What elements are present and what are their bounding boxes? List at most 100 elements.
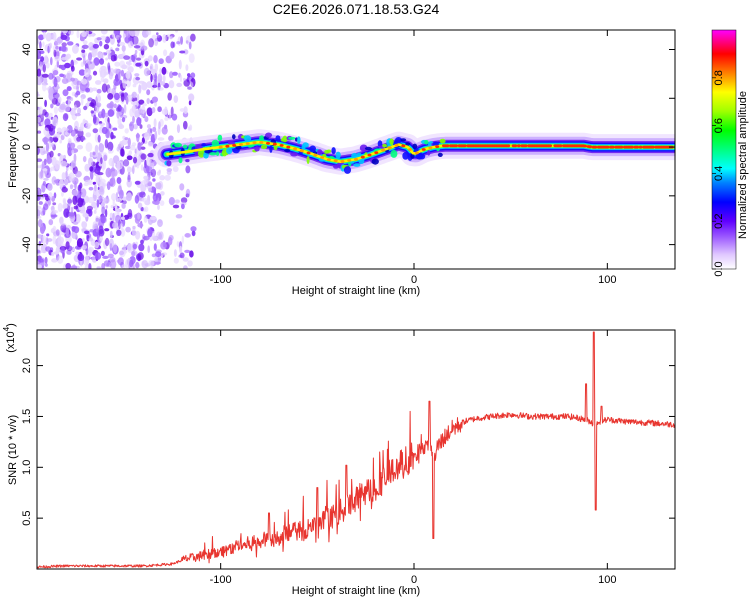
noise-speckle xyxy=(77,253,85,262)
noise-speckle xyxy=(167,237,173,246)
noise-speckle xyxy=(146,107,153,117)
ridge-core-dot xyxy=(414,151,419,155)
noise-speckle xyxy=(173,257,179,264)
noise-speckle xyxy=(114,61,121,67)
noise-speckle xyxy=(88,237,93,242)
noise-speckle xyxy=(148,38,155,48)
noise-speckle xyxy=(138,109,143,116)
snr-ylabel: SNR (10 * v/v) xyxy=(7,415,19,485)
noise-speckle xyxy=(104,237,110,247)
noise-speckle xyxy=(45,246,52,252)
ridge-core-dot xyxy=(387,146,392,150)
noise-speckle xyxy=(48,87,54,96)
ridge-blob xyxy=(400,138,407,142)
noise-speckle xyxy=(134,49,138,55)
noise-speckle xyxy=(67,142,71,151)
noise-speckle xyxy=(100,201,105,207)
noise-speckle xyxy=(59,139,62,144)
noise-speckle xyxy=(61,78,69,84)
noise-speckle xyxy=(125,71,131,79)
ridge-core-dot xyxy=(610,145,615,149)
noise-speckle xyxy=(44,118,51,127)
ridge-blob xyxy=(232,134,236,140)
noise-speckle xyxy=(157,73,163,83)
ridge-blob xyxy=(424,140,429,145)
noise-speckle xyxy=(39,41,42,50)
noise-speckle xyxy=(94,48,98,56)
noise-speckle xyxy=(124,128,129,134)
noise-speckle xyxy=(164,174,171,181)
noise-speckle xyxy=(106,103,114,109)
colorbar-label: Normalized spectral amplitude xyxy=(737,91,749,239)
noise-speckle xyxy=(50,166,55,171)
noise-speckle xyxy=(95,228,99,233)
noise-speckle xyxy=(120,216,125,220)
noise-speckle xyxy=(178,59,182,70)
noise-speckle xyxy=(91,87,98,92)
noise-speckle xyxy=(149,128,153,134)
ridge-core-dot xyxy=(593,145,598,149)
ridge-blob xyxy=(382,143,387,148)
noise-speckle xyxy=(160,241,167,250)
noise-speckle xyxy=(87,97,93,102)
noise-speckle xyxy=(85,123,92,127)
noise-speckle xyxy=(116,259,120,263)
noise-speckle xyxy=(127,137,131,147)
noise-speckle xyxy=(106,181,111,191)
noise-speckle xyxy=(45,62,50,69)
noise-speckle xyxy=(90,110,95,114)
noise-speckle xyxy=(108,158,114,167)
noise-speckle xyxy=(46,233,50,237)
noise-speckle xyxy=(57,127,62,133)
ridge-core-dot xyxy=(299,149,304,153)
noise-speckle xyxy=(129,259,134,268)
noise-speckle xyxy=(42,82,47,92)
noise-speckle xyxy=(145,183,149,188)
spectrogram-xtick-label: -100 xyxy=(210,274,232,286)
noise-speckle xyxy=(146,124,152,129)
noise-speckle xyxy=(159,175,166,181)
noise-speckle xyxy=(113,103,117,109)
noise-speckle xyxy=(103,71,109,76)
ridge-core-dot xyxy=(401,144,406,148)
noise-speckle xyxy=(157,87,164,91)
noise-speckle xyxy=(131,142,137,147)
noise-speckle xyxy=(92,128,99,134)
noise-speckle xyxy=(119,250,125,256)
spectrogram-ytick-label: 0 xyxy=(21,144,33,150)
noise-speckle xyxy=(132,243,138,250)
noise-speckle xyxy=(105,205,108,209)
noise-speckle xyxy=(59,216,64,225)
noise-speckle xyxy=(118,124,125,130)
noise-speckle xyxy=(154,261,161,265)
noise-speckle xyxy=(98,111,102,115)
noise-speckle xyxy=(91,32,95,38)
noise-speckle xyxy=(183,106,188,114)
noise-speckle xyxy=(143,215,148,223)
noise-speckle xyxy=(181,203,185,210)
spectrogram-xtick-label: 0 xyxy=(411,274,417,286)
noise-speckle xyxy=(156,32,159,36)
noise-speckle xyxy=(176,82,183,88)
noise-speckle xyxy=(144,206,149,212)
noise-speckle xyxy=(103,260,110,267)
noise-speckle xyxy=(125,226,131,233)
noise-speckle xyxy=(55,229,60,236)
noise-speckle xyxy=(45,142,50,153)
noise-speckle xyxy=(68,30,74,36)
ridge-core-dot xyxy=(454,144,459,148)
noise-speckle xyxy=(56,59,59,68)
noise-speckle xyxy=(75,90,81,96)
noise-speckle xyxy=(187,260,193,267)
noise-speckle xyxy=(97,134,101,143)
noise-speckle xyxy=(107,141,114,152)
noise-speckle xyxy=(188,41,192,50)
noise-speckle xyxy=(150,73,153,83)
ridge-blob xyxy=(331,147,336,155)
noise-speckle xyxy=(88,246,94,253)
ridge-core-dot xyxy=(252,141,257,145)
ridge-blob xyxy=(265,132,273,138)
noise-speckle xyxy=(101,83,108,93)
noise-speckle xyxy=(161,66,167,75)
noise-speckle xyxy=(166,168,173,172)
